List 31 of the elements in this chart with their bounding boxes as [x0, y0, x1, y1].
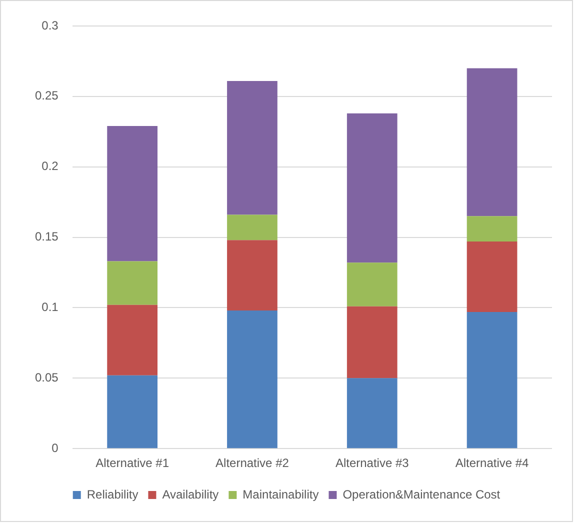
bar [466, 216, 518, 242]
y-tick-label: 0.15 [34, 230, 59, 244]
bar [346, 306, 398, 378]
legend-label: Operation&Maintenance Cost [342, 487, 501, 502]
bar [107, 375, 158, 448]
x-tick-label: Alternative #3 [335, 456, 410, 470]
bar [227, 214, 278, 240]
y-tick-label: 0.05 [34, 370, 59, 384]
bar [107, 304, 158, 376]
bar [346, 378, 398, 448]
bar [227, 80, 278, 215]
bar [227, 240, 278, 311]
bar [107, 261, 158, 305]
bar [466, 68, 518, 216]
legend-label: Reliability [86, 487, 138, 502]
x-tick-label: Alternative #1 [96, 456, 170, 470]
y-tick-label: 0 [52, 440, 59, 455]
bar [346, 262, 398, 306]
y-tick-label: 0.25 [34, 88, 59, 103]
y-tick-label: 0.2 [42, 159, 59, 174]
bar [466, 312, 518, 448]
bar [107, 126, 158, 262]
bar [227, 310, 278, 448]
legend-label: Availability [162, 487, 219, 502]
y-tick-label: 0.1 [42, 300, 59, 314]
x-tick-label: Alternative #4 [455, 456, 530, 470]
bar [346, 113, 398, 263]
legend-label: Maintainability [242, 487, 319, 502]
y-tick-label: 0.3 [42, 18, 59, 32]
x-tick-label: Alternative #2 [216, 456, 290, 470]
bar [466, 242, 518, 312]
